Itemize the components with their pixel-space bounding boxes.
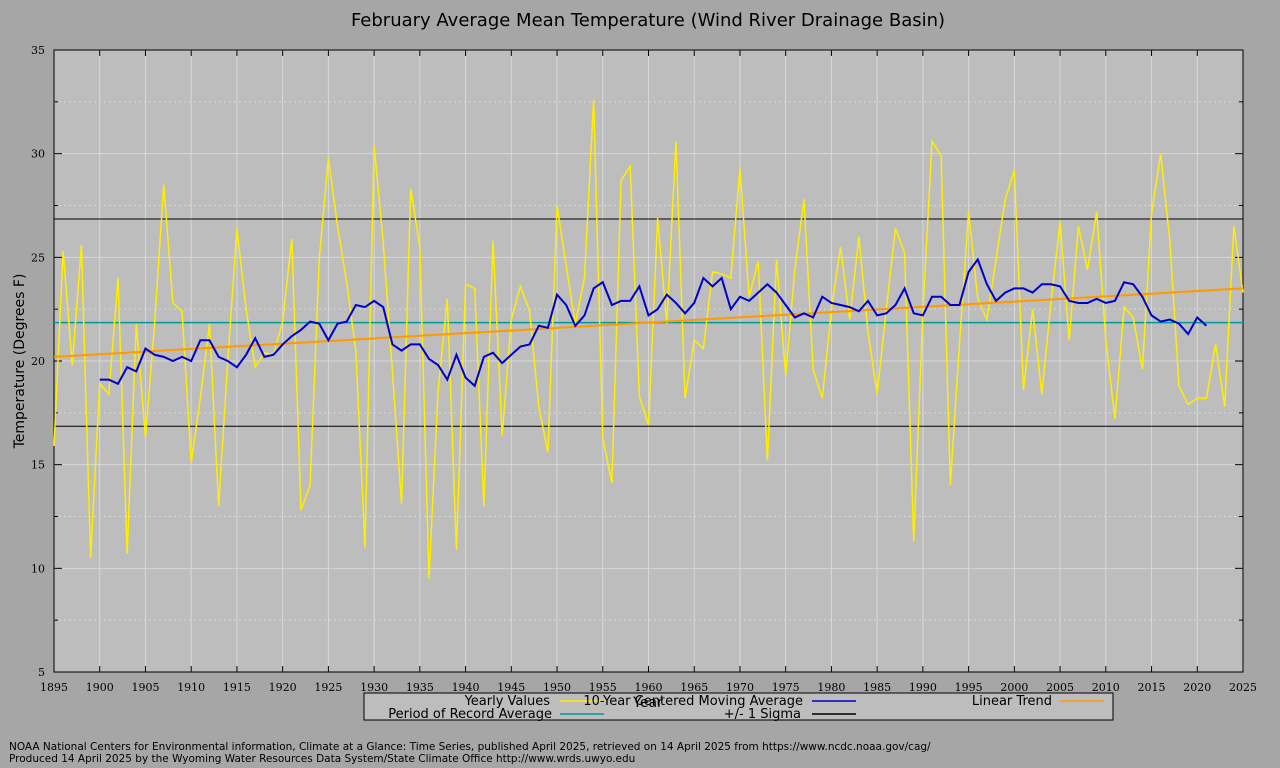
x-tick-label: 1910: [177, 681, 205, 694]
x-tick-label: 1905: [131, 681, 159, 694]
x-tick-label: 1895: [40, 681, 68, 694]
x-tick-label: 1900: [86, 681, 114, 694]
x-tick-label: 1990: [909, 681, 937, 694]
y-axis-label: Temperature (Degrees F): [12, 274, 28, 450]
series-group: [53, 99, 1244, 579]
legend: Yearly Values 10-Year Centered Moving Ave…: [388, 694, 1104, 722]
x-tick-label: 2025: [1229, 681, 1257, 694]
moving-average-line: [99, 257, 1208, 388]
x-tick-label: 1945: [497, 681, 525, 694]
producer-credit: Produced 14 April 2025 by the Wyoming Wa…: [9, 753, 636, 765]
x-tick-label: 1965: [680, 681, 708, 694]
x-tick-label: 1960: [635, 681, 663, 694]
y-tick-label: 5: [38, 666, 45, 679]
x-tick-label: 1915: [223, 681, 251, 694]
y-tick-label: 20: [31, 355, 45, 368]
x-tick-label: 1925: [314, 681, 342, 694]
x-axis-label: Year: [632, 695, 663, 711]
x-tick-label: 2020: [1183, 681, 1211, 694]
axis-ticks: 1895 1900 1905 1910 1915 1920 1925 1930 1935 1940…: [31, 44, 1257, 694]
x-tick-label: 1930: [360, 681, 388, 694]
x-tick-label: 2005: [1046, 681, 1074, 694]
x-tick-label: 1935: [406, 681, 434, 694]
x-tick-label: 1975: [772, 681, 800, 694]
legend-label: Linear Trend: [972, 694, 1052, 709]
y-tick-label: 25: [31, 251, 45, 264]
y-tick-label: 30: [31, 148, 45, 161]
legend-label: 10-Year Centered Moving Average: [583, 694, 803, 709]
x-tick-label: 2000: [1000, 681, 1028, 694]
source-credit: NOAA National Centers for Environmental …: [9, 741, 931, 753]
chart-title: February Average Mean Temperature (Wind …: [351, 10, 945, 31]
grid: [54, 50, 1243, 672]
y-tick-label: 15: [31, 459, 45, 472]
x-tick-label: 1920: [269, 681, 297, 694]
legend-label: +/- 1 Sigma: [724, 707, 801, 722]
x-tick-label: 1995: [955, 681, 983, 694]
x-tick-label: 2015: [1138, 681, 1166, 694]
legend-box: [363, 692, 1114, 721]
x-tick-label: 1955: [589, 681, 617, 694]
x-tick-label: 1985: [863, 681, 891, 694]
x-tick-label: 1970: [726, 681, 754, 694]
x-tick-label: 1980: [817, 681, 845, 694]
legend-label: Period of Record Average: [388, 707, 552, 722]
footer: NOAA National Centers for Environmental …: [9, 741, 931, 765]
yearly-values-line: [53, 99, 1244, 579]
legend-label: Yearly Values: [464, 694, 551, 709]
x-tick-label: 2010: [1092, 681, 1120, 694]
x-tick-label: 1940: [452, 681, 480, 694]
y-tick-label: 10: [31, 562, 45, 575]
x-tick-label: 1950: [543, 681, 571, 694]
y-tick-label: 35: [31, 44, 45, 57]
